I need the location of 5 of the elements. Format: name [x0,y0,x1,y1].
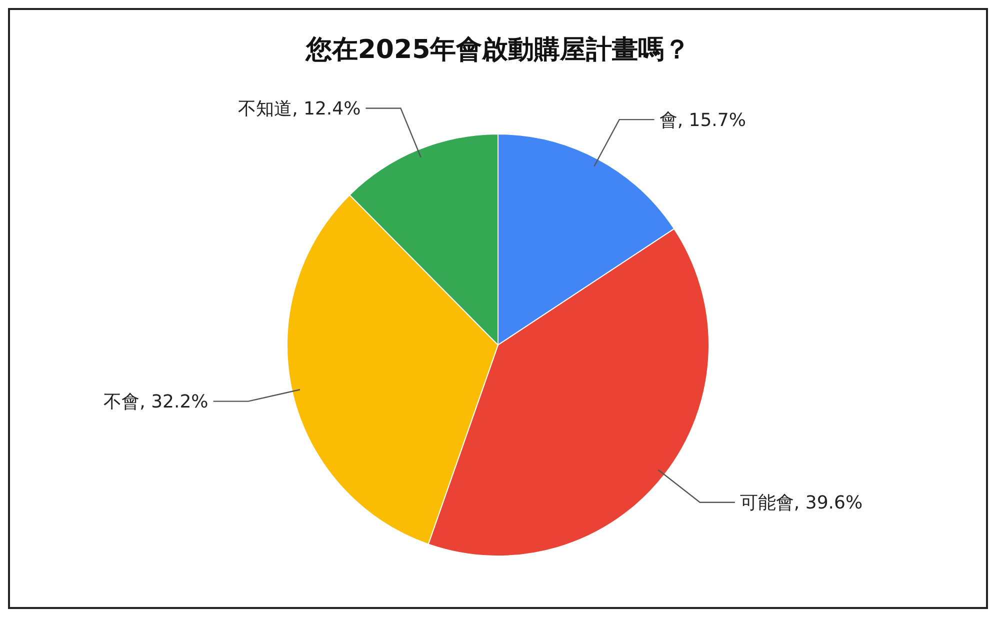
chart-title: 您在2025年會啟動購屋計畫嗎？ [304,35,690,65]
slice-label: 不會, 32.2% [104,392,208,413]
slice-label: 可能會, 39.6% [740,492,863,514]
slice-label: 會, 15.7% [659,110,746,131]
slice-label: 不知道, 12.4% [238,98,361,120]
